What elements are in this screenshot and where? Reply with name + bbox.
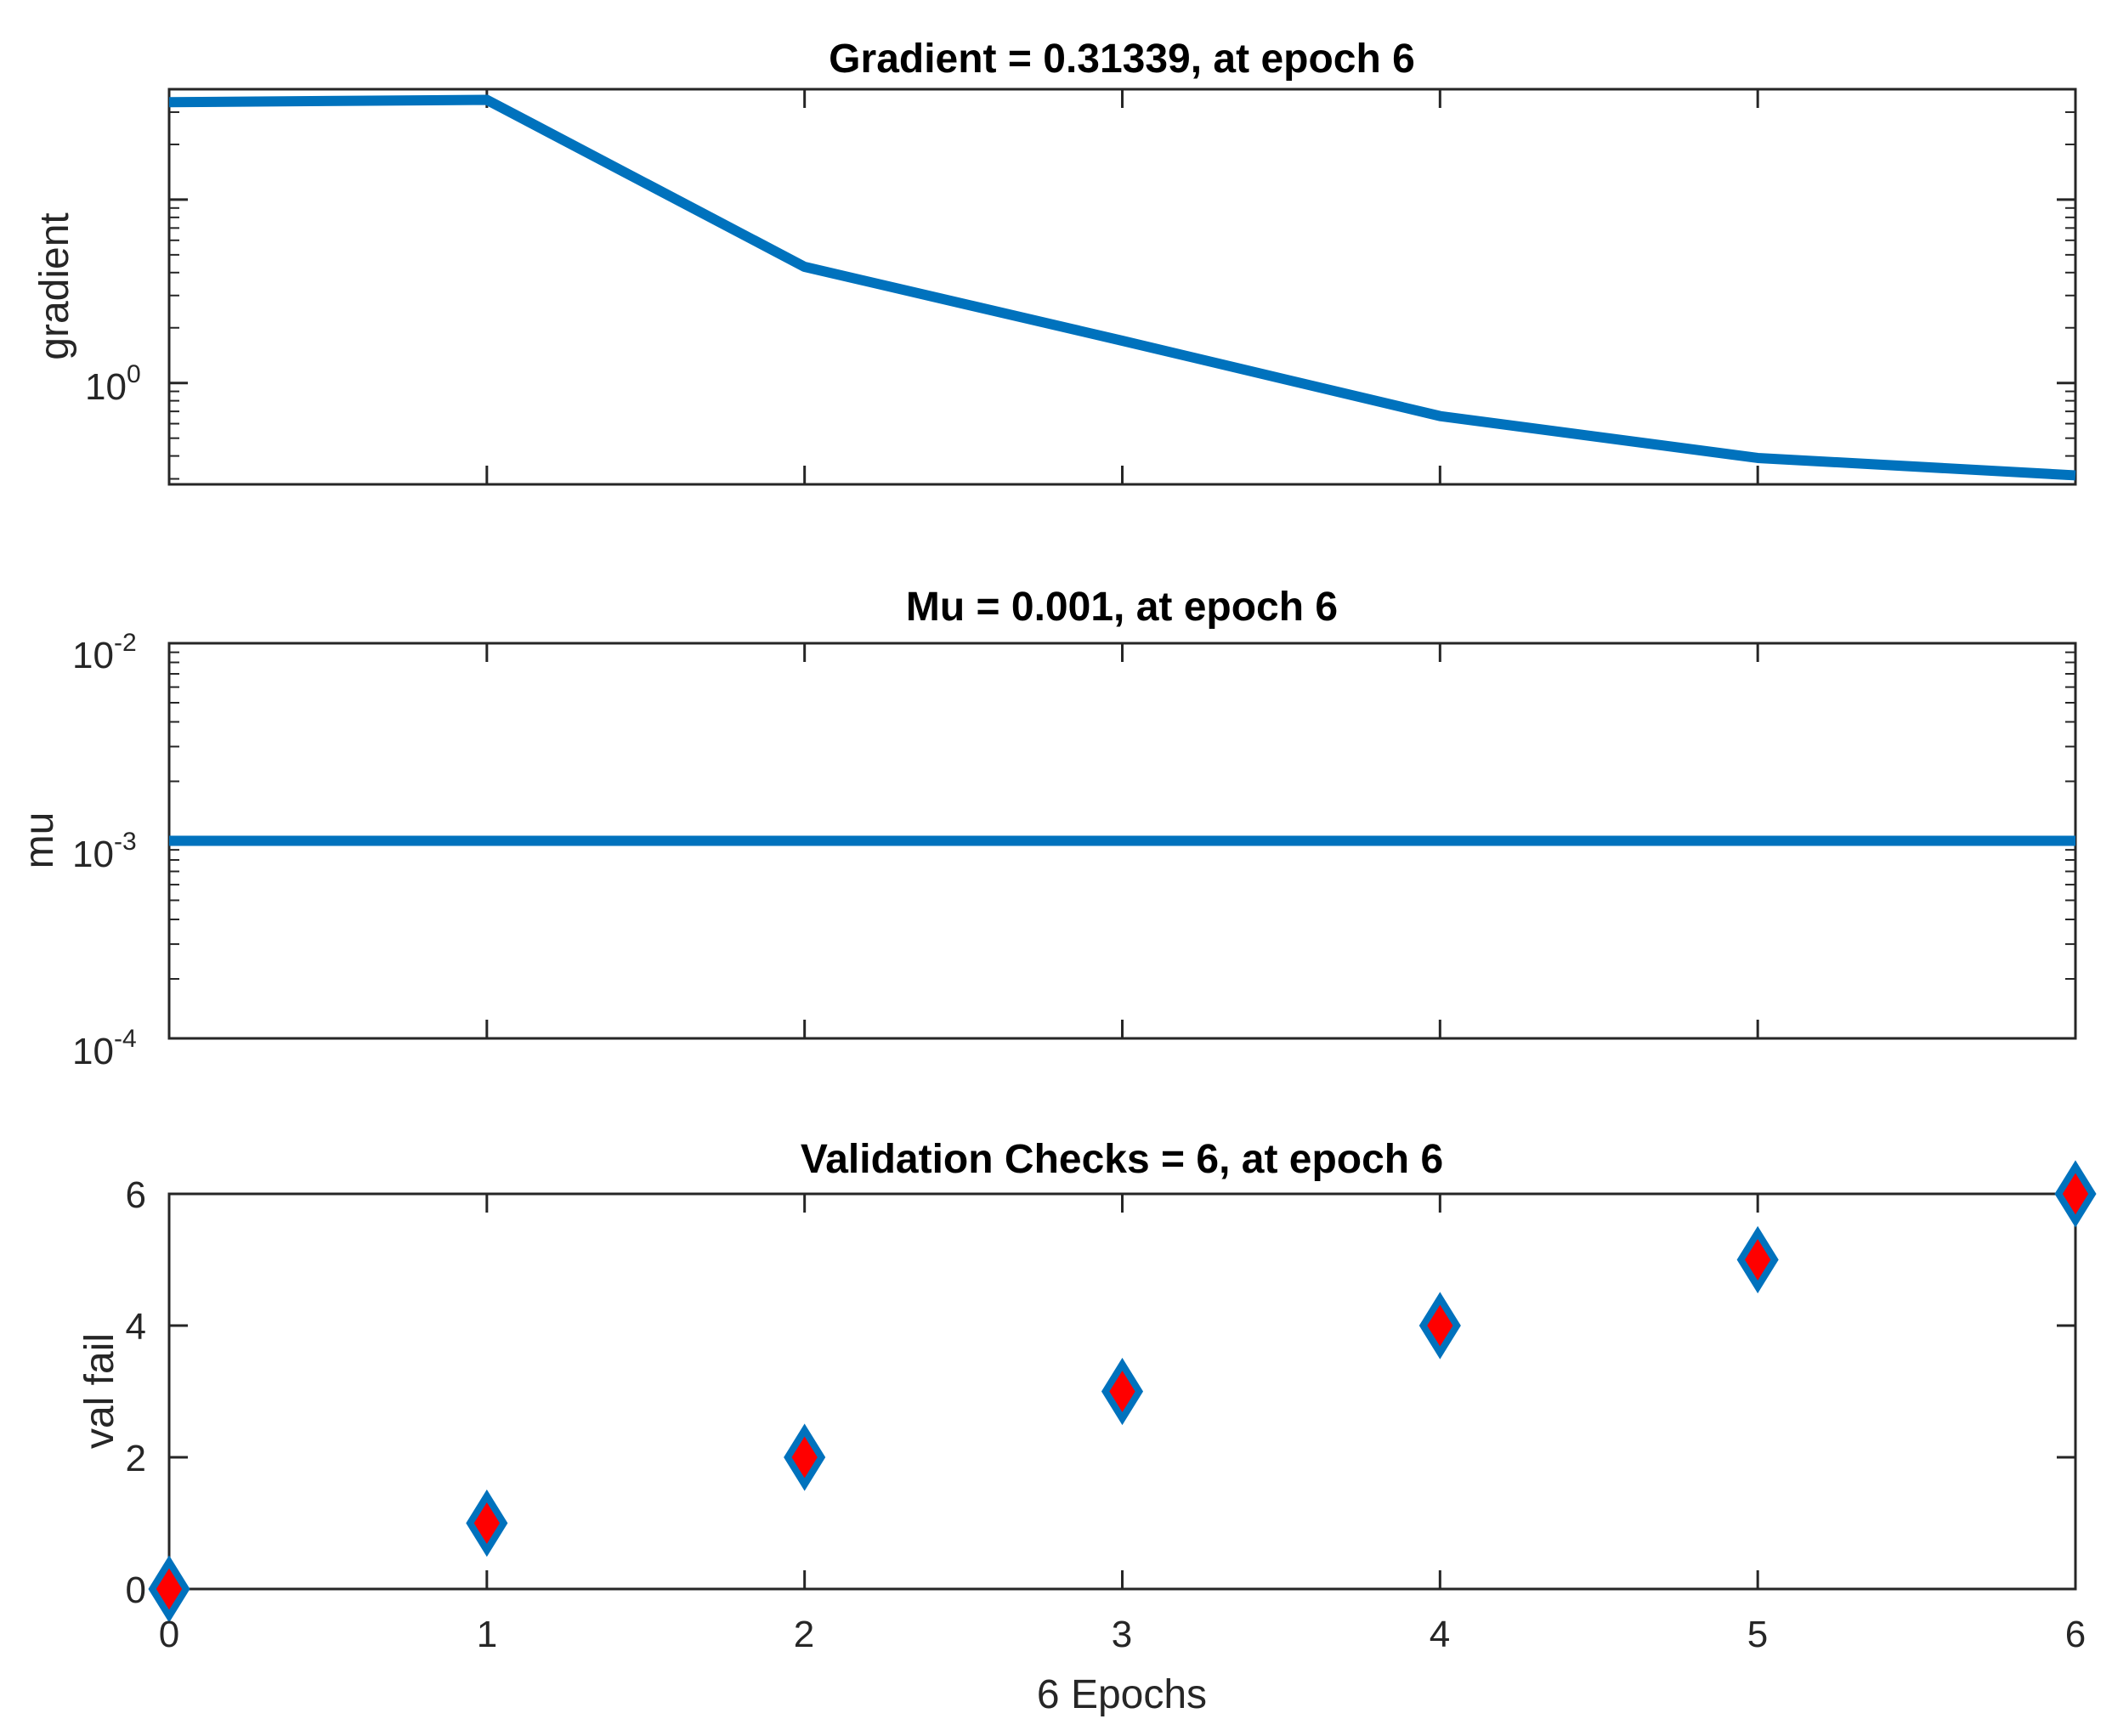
xtick-label-1: 1 [477, 1614, 497, 1655]
gradient-ytick-label: 100 [85, 360, 141, 408]
valfail-marker [2054, 1160, 2097, 1228]
gradient-axes [167, 88, 2077, 486]
valfail-marker [1101, 1357, 1144, 1426]
xtick-label-3: 3 [1112, 1614, 1132, 1655]
valfail-panel: Validation Checks = 6, at epoch 6 val fa… [77, 1137, 2097, 1717]
valfail-ytick-label-4: 4 [126, 1306, 146, 1348]
mu-ytick-label-bottom: 10-4 [72, 1025, 137, 1072]
valfail-marker [1418, 1292, 1461, 1360]
gradient-ylabel: gradient [32, 212, 77, 359]
valfail-marker [1736, 1225, 1779, 1294]
xtick-label-4: 4 [1430, 1614, 1450, 1655]
mu-ylabel: mu [17, 812, 62, 869]
valfail-marker [148, 1555, 190, 1623]
valfail-marker [466, 1489, 508, 1558]
gradient-title: Gradient = 0.31339, at epoch 6 [829, 37, 1415, 82]
xtick-label-0: 0 [159, 1614, 179, 1655]
xtick-label-6: 6 [2065, 1614, 2086, 1655]
valfail-ylabel: val fail [77, 1333, 122, 1449]
gradient-panel: Gradient = 0.31339, at epoch 6 gradient … [32, 37, 2077, 486]
gradient-line [168, 94, 2076, 481]
mu-ytick-label-top: 10-2 [72, 629, 137, 676]
x-axis-label: 6 Epochs [1037, 1672, 1207, 1717]
valfail-ytick-label-6: 6 [126, 1174, 146, 1216]
mu-panel: Mu = 0.001, at epoch 6 mu 10-2 10-3 10-4 [17, 585, 2077, 1072]
xtick-label-2: 2 [794, 1614, 814, 1655]
valfail-ytick-label-0: 0 [126, 1569, 146, 1611]
mu-ytick-label-mid: 10-3 [72, 828, 137, 875]
valfail-marker [784, 1423, 826, 1491]
valfail-title: Validation Checks = 6, at epoch 6 [801, 1137, 1443, 1182]
mu-title: Mu = 0.001, at epoch 6 [906, 585, 1338, 630]
valfail-ytick-label-2: 2 [126, 1438, 146, 1479]
xtick-label-5: 5 [1747, 1614, 1768, 1655]
